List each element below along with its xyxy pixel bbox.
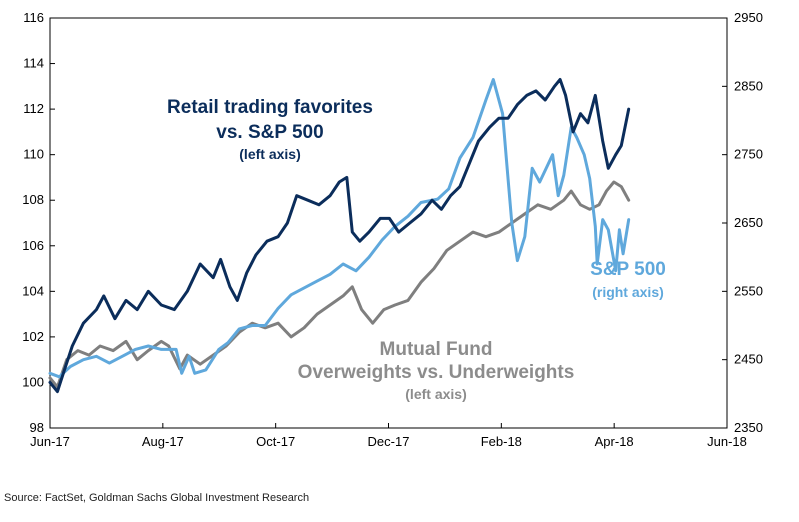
x-tick-label: Feb-18: [481, 434, 522, 449]
right-tick-label: 2650: [734, 215, 763, 230]
right-axis: 2350 2450 2550 2650 2750 2850 2950: [722, 10, 763, 435]
x-tick-label: Oct-17: [256, 434, 295, 449]
right-tick-label: 2850: [734, 78, 763, 93]
x-tick-label: Dec-17: [368, 434, 410, 449]
retail-label-line1: Retail trading favorites: [167, 97, 373, 118]
x-tick-label: Aug-17: [142, 434, 184, 449]
series-line-mutual-fund: [48, 180, 631, 389]
x-tick-label: Jun-18: [707, 434, 747, 449]
right-tick-label: 2750: [734, 147, 763, 162]
series-line-sp500: [48, 78, 631, 379]
retail-label-line2: vs. S&P 500: [216, 122, 323, 143]
mutual-fund-label-line2: Overweights vs. Underweights: [298, 362, 575, 383]
mutual-fund-label-line3: (left axis): [405, 386, 466, 402]
retail-label-line3: (left axis): [239, 146, 300, 162]
x-tick-label: Apr-18: [595, 434, 634, 449]
left-tick-label: 100: [22, 374, 44, 389]
left-tick-label: 112: [23, 101, 44, 116]
left-tick-label: 110: [23, 147, 44, 162]
source-note: Source: FactSet, Goldman Sachs Global In…: [4, 492, 310, 504]
sp500-label-line1: S&P 500: [590, 259, 666, 280]
left-tick-label: 116: [23, 10, 44, 25]
series-line-retail-favorites: [48, 78, 631, 394]
right-tick-label: 2950: [734, 10, 763, 25]
right-tick-label: 2550: [734, 283, 763, 298]
right-tick-label: 2350: [734, 420, 763, 435]
left-tick-label: 114: [23, 56, 44, 71]
series-lines: [48, 78, 631, 394]
left-tick-label: 102: [22, 329, 44, 344]
sp500-label-line2: (right axis): [592, 284, 664, 300]
x-axis: Jun-17 Aug-17 Oct-17 Dec-17 Feb-18 Apr-18 Jun-…: [30, 423, 747, 449]
mutual-fund-label-line1: Mutual Fund: [380, 339, 493, 360]
left-axis: 98 100 102 104 106 108 110 112 114 116: [22, 10, 55, 435]
left-tick-label: 104: [22, 283, 44, 298]
left-tick-label: 106: [22, 238, 44, 253]
left-tick-label: 108: [22, 192, 44, 207]
left-tick-label: 98: [30, 420, 44, 435]
right-tick-label: 2450: [734, 352, 763, 367]
x-tick-label: Jun-17: [30, 434, 70, 449]
